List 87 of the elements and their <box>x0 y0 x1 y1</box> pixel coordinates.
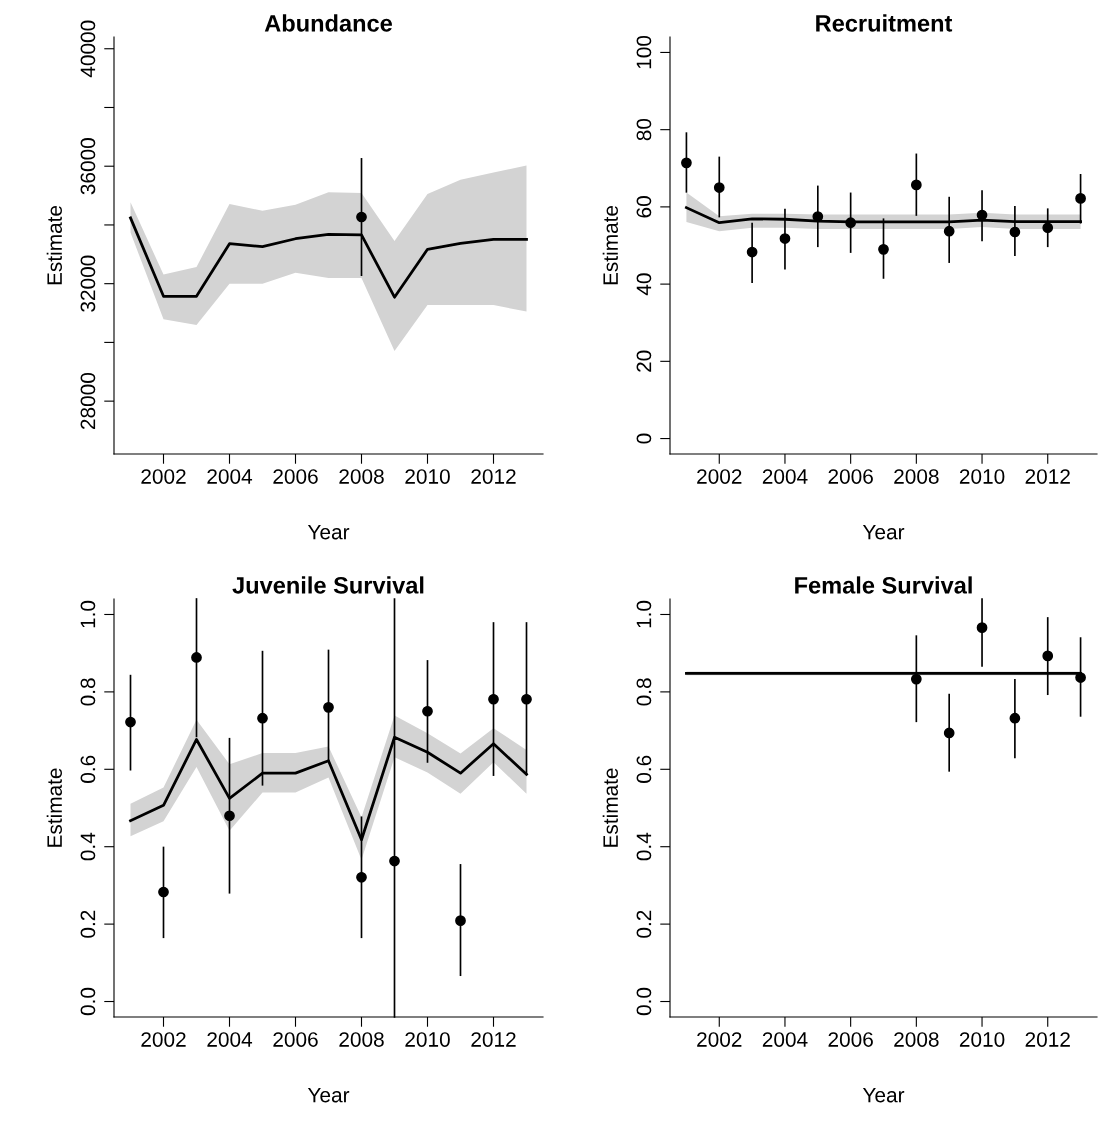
x-axis-title: Year <box>307 1087 350 1103</box>
point <box>1009 712 1021 724</box>
x-axis-title: Year <box>862 1087 905 1103</box>
x-tick-label: 2012 <box>1025 469 1070 484</box>
point <box>845 217 857 229</box>
y-tick-label: 100 <box>636 35 652 69</box>
point <box>389 855 400 867</box>
point <box>878 244 889 255</box>
x-tick-label: 2010 <box>959 1032 1005 1047</box>
x-tick-label: 2004 <box>207 1032 253 1047</box>
x-tick-label: 2006 <box>828 1032 873 1047</box>
point <box>1009 226 1021 238</box>
point <box>356 871 367 883</box>
y-tick-label: 0 <box>636 433 652 444</box>
x-tick-label: 2010 <box>405 469 450 484</box>
x-tick-label: 2012 <box>471 1032 516 1047</box>
x-tick-label: 2012 <box>471 469 516 484</box>
y-tick-label: 0.2 <box>636 910 652 938</box>
y-tick-label: 0.6 <box>636 755 652 783</box>
x-axis-title: Year <box>307 524 350 540</box>
chart-title: Recruitment <box>816 14 953 32</box>
y-tick-label: 80 <box>636 118 652 141</box>
x-tick-label: 2006 <box>273 1032 318 1047</box>
point <box>125 716 136 728</box>
point <box>976 622 988 633</box>
y-tick-label: 36000 <box>80 138 96 195</box>
point <box>422 705 433 717</box>
chart-title: Abundance <box>264 14 392 32</box>
x-tick-label: 2002 <box>697 469 742 484</box>
y-tick-label: 0.4 <box>636 832 652 861</box>
x-tick-label: 2006 <box>273 469 318 484</box>
point <box>1042 222 1054 234</box>
x-tick-label: 2002 <box>141 469 186 484</box>
point <box>191 652 202 663</box>
point <box>910 673 922 685</box>
point <box>1075 193 1086 204</box>
y-axis-title: Estimate <box>46 768 62 847</box>
x-tick-label: 2004 <box>762 1032 808 1047</box>
y-tick-label: 0.6 <box>80 755 96 783</box>
x-axis-title: Year <box>862 524 905 540</box>
x-tick-label: 2008 <box>339 469 384 484</box>
point <box>488 693 499 705</box>
x-tick-label: 2002 <box>141 1032 186 1047</box>
point <box>323 702 334 713</box>
x-tick-label: 2008 <box>894 469 939 484</box>
y-tick-label: 40 <box>636 273 652 296</box>
point <box>910 179 922 191</box>
y-tick-label: 28000 <box>80 372 96 430</box>
x-tick-label: 2010 <box>959 469 1005 484</box>
chart-title: Juvenile Survival <box>232 576 424 594</box>
y-axis-title: Estimate <box>602 205 618 285</box>
y-tick-label: 0.0 <box>80 987 96 1016</box>
y-tick-label: 0.2 <box>80 910 96 938</box>
point <box>943 727 955 739</box>
point <box>1042 650 1054 662</box>
point <box>158 886 169 898</box>
x-tick-label: 2002 <box>697 1032 742 1047</box>
x-tick-label: 2004 <box>207 469 253 484</box>
chart-title: Female Survival <box>795 576 972 594</box>
y-tick-label: 0.8 <box>636 678 652 706</box>
point <box>521 693 532 705</box>
y-tick-label: 60 <box>636 196 652 218</box>
y-tick-label: 40000 <box>80 20 96 78</box>
y-axis-title: Estimate <box>46 205 62 285</box>
point <box>257 712 268 724</box>
point <box>681 157 692 169</box>
point <box>713 182 725 193</box>
point <box>1075 672 1086 683</box>
y-tick-label: 0.8 <box>80 678 96 706</box>
y-tick-label: 1.0 <box>80 600 96 628</box>
y-tick-label: 0.4 <box>80 832 96 861</box>
point <box>746 246 758 258</box>
x-tick-label: 2010 <box>405 1032 450 1047</box>
x-tick-label: 2004 <box>762 469 808 484</box>
x-tick-label: 2006 <box>828 469 873 484</box>
point <box>224 810 235 822</box>
x-tick-label: 2008 <box>894 1032 939 1047</box>
y-tick-label: 1.0 <box>636 600 652 628</box>
y-tick-label: 0.0 <box>636 987 652 1016</box>
x-tick-label: 2008 <box>339 1032 384 1047</box>
point <box>943 225 955 237</box>
point <box>779 233 791 244</box>
y-tick-label: 32000 <box>80 255 96 312</box>
y-axis-title: Estimate <box>602 768 618 847</box>
y-tick-label: 20 <box>636 350 652 372</box>
x-tick-label: 2012 <box>1025 1032 1070 1047</box>
point <box>455 915 466 926</box>
